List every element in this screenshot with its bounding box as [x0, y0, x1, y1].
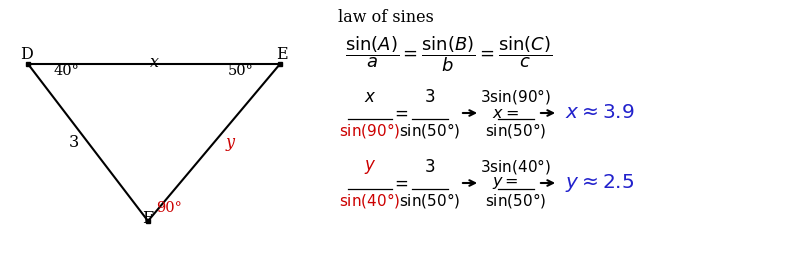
Text: $\sin(50°)$: $\sin(50°)$ — [486, 191, 546, 210]
Text: $\sin(50°)$: $\sin(50°)$ — [486, 121, 546, 140]
Text: $3\sin(40°)$: $3\sin(40°)$ — [481, 157, 551, 176]
Text: $\sin(90°)$: $\sin(90°)$ — [339, 121, 401, 140]
Text: $y$: $y$ — [364, 158, 376, 176]
Text: x: x — [150, 54, 158, 71]
Text: $3\sin(90°)$: $3\sin(90°)$ — [481, 87, 551, 106]
Text: y: y — [226, 134, 234, 151]
Text: $\sin(40°)$: $\sin(40°)$ — [339, 191, 401, 210]
Text: law of sines: law of sines — [338, 9, 434, 26]
Text: $y\approx2.5$: $y\approx2.5$ — [565, 172, 634, 194]
Text: $\sin(50°)$: $\sin(50°)$ — [399, 121, 461, 140]
Text: $y=$: $y=$ — [492, 175, 518, 191]
Text: $=$: $=$ — [391, 174, 409, 192]
Text: E: E — [276, 46, 288, 63]
Text: $=$: $=$ — [391, 104, 409, 122]
Text: 40°: 40° — [54, 64, 80, 78]
Text: $3$: $3$ — [424, 158, 436, 176]
Text: 50°: 50° — [228, 64, 254, 78]
Text: $\dfrac{\sin(A)}{a}=\dfrac{\sin(B)}{b}=\dfrac{\sin(C)}{c}$: $\dfrac{\sin(A)}{a}=\dfrac{\sin(B)}{b}=\… — [345, 34, 553, 74]
Text: 3: 3 — [69, 134, 79, 151]
Text: D: D — [20, 46, 32, 63]
Text: F: F — [142, 210, 154, 227]
Text: $3$: $3$ — [424, 88, 436, 106]
Text: $\sin(50°)$: $\sin(50°)$ — [399, 191, 461, 210]
Text: $x\approx3.9$: $x\approx3.9$ — [565, 104, 634, 123]
Text: 90°: 90° — [156, 201, 182, 215]
Text: $x$: $x$ — [364, 88, 376, 106]
Text: $x=$: $x=$ — [492, 105, 518, 120]
